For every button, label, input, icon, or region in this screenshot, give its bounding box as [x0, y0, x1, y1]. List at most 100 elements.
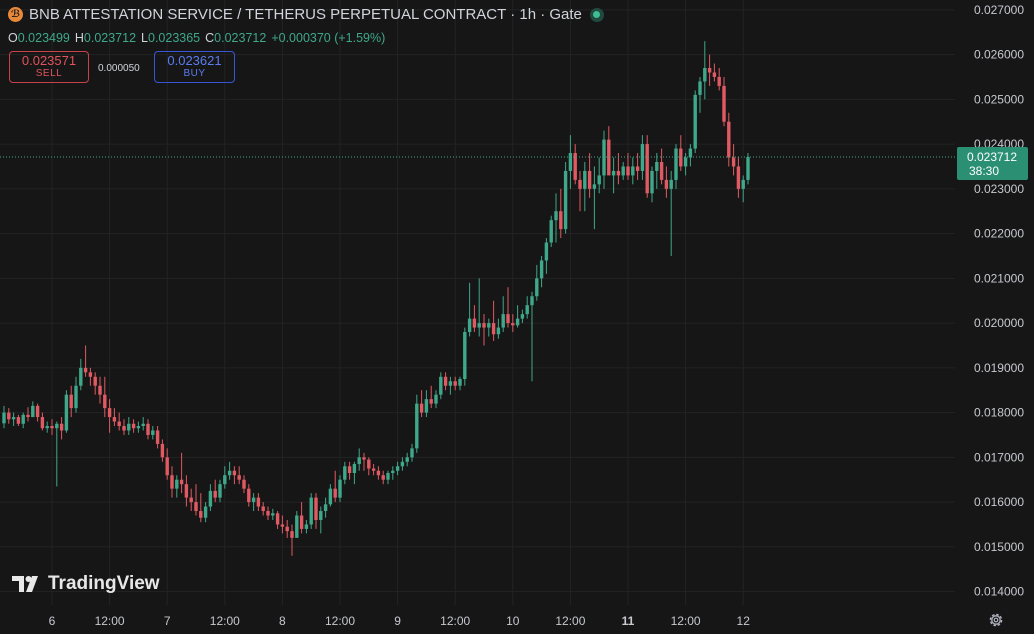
- candle-body: [563, 170, 568, 230]
- chart-title[interactable]: BNB ATTESTATION SERVICE / TETHERUS PERPE…: [29, 6, 582, 23]
- time-tick-label: 12:00: [210, 614, 240, 628]
- price-tick-label: 0.022000: [974, 227, 1024, 241]
- buy-button[interactable]: 0.023621 BUY: [154, 51, 235, 83]
- time-tick-label: 12:00: [671, 614, 701, 628]
- candle-body: [155, 430, 160, 444]
- ohlc-legend: O 0.023499 H 0.023712 L 0.023365 C 0.023…: [8, 31, 390, 45]
- candle: [251, 493, 256, 512]
- candle-body: [136, 426, 141, 429]
- candle: [535, 264, 539, 301]
- candle: [573, 144, 577, 185]
- candle: [40, 412, 45, 431]
- candle-body: [343, 466, 347, 480]
- candle-body: [79, 367, 83, 386]
- candle: [616, 153, 621, 185]
- candle-body: [511, 323, 515, 326]
- candle: [227, 461, 232, 480]
- candle-body: [160, 443, 165, 458]
- candle-body: [11, 417, 16, 420]
- candle: [583, 161, 587, 212]
- candle-body: [659, 161, 664, 180]
- candle-body: [530, 296, 534, 306]
- candle: [698, 76, 702, 113]
- close-value: 0.023712: [214, 31, 267, 45]
- candle-body: [621, 166, 625, 176]
- candle-body: [386, 472, 390, 480]
- candle: [299, 502, 304, 534]
- candle: [55, 421, 59, 487]
- candle: [266, 506, 270, 520]
- candle-body: [107, 408, 112, 418]
- candle: [343, 461, 347, 485]
- candle: [659, 148, 664, 185]
- price-tick-label: 0.026000: [974, 48, 1024, 62]
- candle-body: [256, 497, 261, 507]
- candle: [453, 376, 457, 391]
- candle: [271, 508, 275, 520]
- candle: [319, 506, 323, 534]
- candle-body: [722, 85, 726, 122]
- candle-body: [679, 148, 683, 167]
- candle: [415, 394, 419, 453]
- candle-body: [698, 81, 702, 95]
- candle: [131, 419, 136, 433]
- candle-body: [127, 423, 131, 431]
- symbol-logo-icon[interactable]: ℬ: [8, 7, 23, 22]
- candle-body: [2, 412, 6, 424]
- candle: [544, 238, 549, 274]
- candle-body: [55, 423, 59, 429]
- candle: [472, 305, 477, 333]
- candle-body: [251, 497, 256, 503]
- candle-body: [290, 531, 294, 538]
- candle: [707, 54, 712, 86]
- candle-body: [611, 170, 616, 176]
- settings-gear-icon[interactable]: [987, 611, 1005, 629]
- candle: [640, 135, 645, 180]
- candle-body: [131, 423, 136, 429]
- candle: [727, 112, 731, 167]
- candle: [655, 153, 659, 189]
- candle-body: [467, 318, 472, 333]
- candle: [31, 401, 35, 418]
- candle-body: [544, 242, 549, 261]
- price-tick-label: 0.016000: [974, 495, 1024, 509]
- candle: [333, 470, 337, 503]
- candle: [487, 318, 491, 337]
- candle-body: [410, 448, 414, 458]
- candle: [103, 376, 107, 418]
- time-tick-label: 11: [622, 614, 635, 628]
- sell-button[interactable]: 0.023571 SELL: [9, 51, 89, 83]
- price-axis[interactable]: 0.0270000.0260000.0250000.0240000.023000…: [974, 3, 1024, 599]
- candle: [357, 448, 361, 471]
- candle: [151, 426, 155, 440]
- candle-body: [573, 153, 577, 180]
- candle: [2, 405, 6, 429]
- candle-body: [271, 513, 275, 516]
- candle: [674, 144, 678, 189]
- candle: [712, 63, 717, 82]
- time-tick-label: 12:00: [95, 614, 125, 628]
- candle: [568, 135, 573, 189]
- candle: [203, 502, 208, 523]
- candle: [688, 144, 693, 167]
- candle-body: [227, 470, 232, 476]
- time-axis[interactable]: 6 12:00 7 12:00 8 12:00 9 12:00 10 12:00 11 12:00 12: [49, 614, 751, 628]
- candle: [563, 161, 568, 234]
- candle-body: [88, 372, 93, 377]
- candle: [83, 345, 88, 377]
- candle-body: [727, 121, 731, 158]
- chart-header: ℬ BNB ATTESTATION SERVICE / TETHERUS PER…: [8, 6, 604, 23]
- market-status-icon[interactable]: [589, 7, 604, 22]
- candles: [2, 41, 750, 556]
- candle-body: [439, 376, 443, 395]
- candle-body: [616, 170, 621, 176]
- candle-body: [179, 479, 184, 485]
- candle-body: [669, 179, 673, 189]
- tradingview-logo[interactable]: TradingView: [12, 573, 160, 595]
- candle: [112, 408, 117, 427]
- time-tick-label: 12:00: [440, 614, 470, 628]
- candle: [477, 278, 481, 337]
- candle-body: [328, 488, 333, 505]
- low-value: 0.023365: [148, 31, 201, 45]
